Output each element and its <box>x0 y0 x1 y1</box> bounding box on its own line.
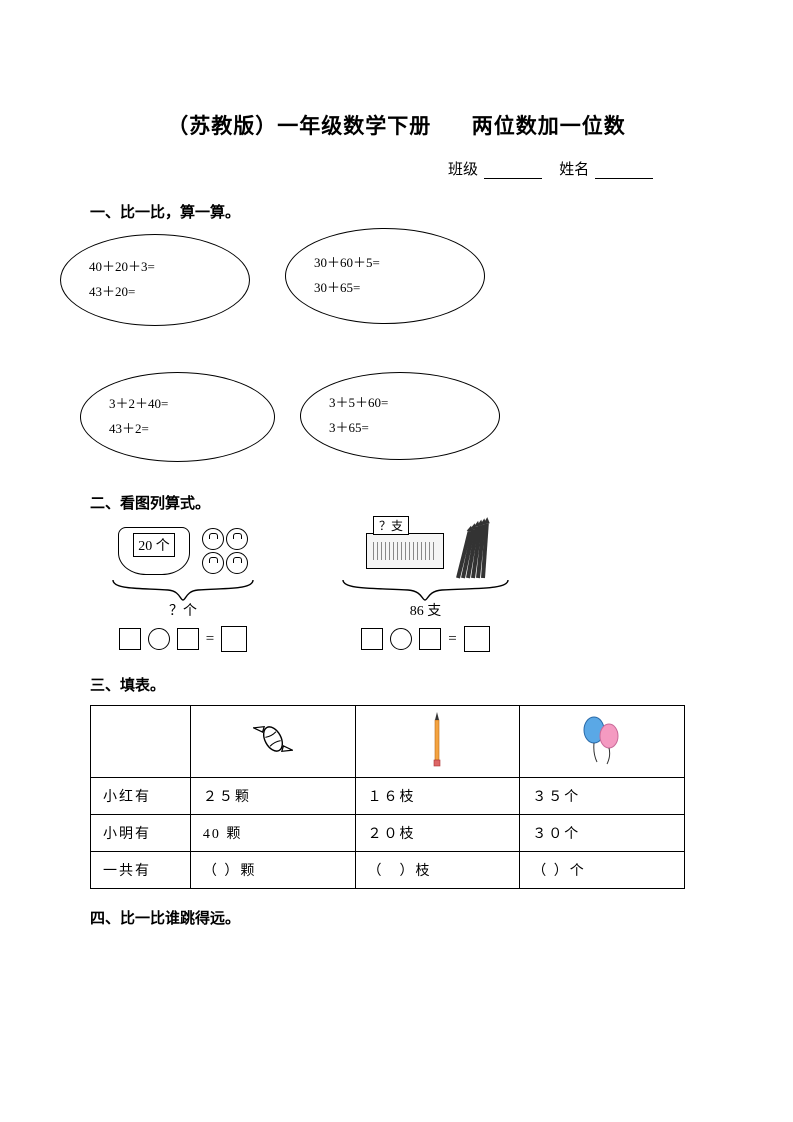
bun-icon <box>202 528 224 550</box>
ellipse-4: 3＋5＋60= 3＋65= <box>300 372 500 460</box>
table-cell: ２０枝 <box>355 815 520 852</box>
table-cell: 40 颗 <box>190 815 355 852</box>
basket-label: 20 个 <box>133 533 175 557</box>
name-blank[interactable] <box>595 165 653 179</box>
figures-row: 20 个 ？个 = ？支 <box>108 523 703 652</box>
table-row: 小红有 ２５颗 １６枝 ３５个 <box>91 778 685 815</box>
class-label: 班级 <box>448 162 478 178</box>
pencil-box-label: ？支 <box>373 516 409 535</box>
e1-line1: 40＋20＋3= <box>89 255 155 280</box>
e4-line2: 3＋65= <box>329 416 369 441</box>
equals-sign: = <box>206 631 214 648</box>
bun-icon <box>226 528 248 550</box>
table-header-balloons <box>520 706 685 778</box>
table-row <box>91 706 685 778</box>
table-cell: ３５个 <box>520 778 685 815</box>
table-row: 小明有 40 颗 ２０枝 ３０个 <box>91 815 685 852</box>
pencil-box-icon: ？支 <box>366 533 444 569</box>
table-cell[interactable]: （ ）颗 <box>190 852 355 889</box>
row-label: 小红有 <box>91 778 191 815</box>
operator-box[interactable] <box>390 628 412 650</box>
table-cell: １６枝 <box>355 778 520 815</box>
figure-left-qlabel: ？个 <box>169 600 197 620</box>
ellipse-2: 30＋60＋5= 30＋65= <box>285 228 485 324</box>
row-label: 一共有 <box>91 852 191 889</box>
brace-icon <box>338 578 513 602</box>
answer-box[interactable] <box>419 628 441 650</box>
answer-box[interactable] <box>221 626 247 652</box>
section1-heading: 一、比一比，算一算。 <box>90 201 703 222</box>
table-cell[interactable]: （ ）个 <box>520 852 685 889</box>
figure-right: ？支 86 支 = <box>338 523 513 652</box>
figure-left: 20 个 ？个 = <box>108 523 258 652</box>
table-header-pencil <box>355 706 520 778</box>
table-cell-blank <box>91 706 191 778</box>
table-cell[interactable]: （ ）枝 <box>355 852 520 889</box>
buns-group <box>202 528 248 574</box>
section4-heading: 四、比一比谁跳得远。 <box>90 907 703 928</box>
ellipse-1: 40＋20＋3= 43＋20= <box>60 234 250 326</box>
class-blank[interactable] <box>484 165 542 179</box>
section2-heading: 二、看图列算式。 <box>90 492 703 513</box>
figure-right-qlabel: 86 支 <box>410 600 442 620</box>
table-header-candy <box>190 706 355 778</box>
section3-heading: 三、填表。 <box>90 674 703 695</box>
e2-line1: 30＋60＋5= <box>314 251 380 276</box>
equals-sign: = <box>448 631 456 648</box>
e3-line1: 3＋2＋40= <box>109 392 168 417</box>
balloons-icon <box>577 712 627 767</box>
page-title: （苏教版）一年级数学下册 两位数加一位数 <box>90 110 703 140</box>
table-cell: ３０个 <box>520 815 685 852</box>
e3-line2: 43＋2= <box>109 417 149 442</box>
data-table: 小红有 ２５颗 １６枝 ３５个 小明有 40 颗 ２０枝 ３０个 一共有 （ ）… <box>90 705 685 889</box>
row-label: 小明有 <box>91 815 191 852</box>
operator-box[interactable] <box>148 628 170 650</box>
name-label: 姓名 <box>559 162 589 178</box>
equation-left: = <box>119 626 247 652</box>
answer-box[interactable] <box>361 628 383 650</box>
e2-line2: 30＋65= <box>314 276 360 301</box>
pencil-icon <box>430 710 444 768</box>
answer-box[interactable] <box>119 628 141 650</box>
table-row: 一共有 （ ）颗 （ ）枝 （ ）个 <box>91 852 685 889</box>
class-name-row: 班级 姓名 <box>90 158 703 179</box>
e1-line2: 43＋20= <box>89 280 135 305</box>
e4-line1: 3＋5＋60= <box>329 391 388 416</box>
basket-icon: 20 个 <box>118 527 190 575</box>
title-left: （苏教版）一年级数学下册 <box>167 114 431 138</box>
candy-icon <box>253 714 293 764</box>
table-cell: ２５颗 <box>190 778 355 815</box>
title-right: 两位数加一位数 <box>472 114 626 138</box>
answer-box[interactable] <box>464 626 490 652</box>
answer-box[interactable] <box>177 628 199 650</box>
pencils-group <box>456 523 485 578</box>
ellipse-3: 3＋2＋40= 43＋2= <box>80 372 275 462</box>
bun-icon <box>202 552 224 574</box>
ellipse-area: 40＋20＋3= 43＋20= 30＋60＋5= 30＋65= 3＋2＋40= … <box>90 232 703 482</box>
brace-icon <box>108 578 258 602</box>
equation-right: = <box>361 626 489 652</box>
bun-icon <box>226 552 248 574</box>
